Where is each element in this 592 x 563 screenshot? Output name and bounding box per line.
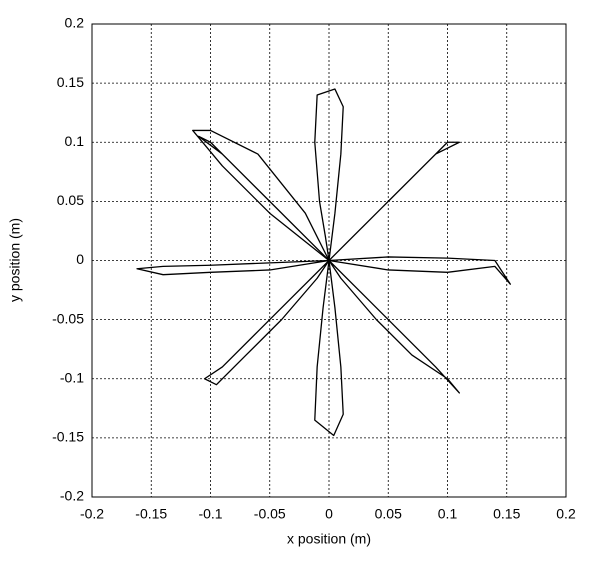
y-tick-label: 0.1 <box>65 133 85 149</box>
y-tick-label: 0.05 <box>57 192 84 208</box>
y-axis-label: y position (m) <box>7 218 23 302</box>
x-tick-label: 0.05 <box>375 506 402 522</box>
y-tick-label: -0.2 <box>60 488 84 504</box>
x-tick-label: 0.1 <box>438 506 458 522</box>
x-tick-label: 0.2 <box>556 506 576 522</box>
y-tick-label: 0 <box>76 251 84 267</box>
x-tick-label: -0.2 <box>80 506 104 522</box>
trajectory <box>314 260 344 437</box>
trajectory <box>136 259 330 276</box>
y-tick-label: -0.05 <box>52 310 84 326</box>
trajectory <box>328 256 511 285</box>
x-axis-label: x position (m) <box>287 531 371 547</box>
trajectory <box>328 260 460 394</box>
y-tick-label: 0.2 <box>65 15 85 31</box>
trajectory <box>203 260 330 386</box>
x-tick-label: -0.15 <box>135 506 167 522</box>
x-tick-label: 0.15 <box>493 506 520 522</box>
y-tick-label: 0.15 <box>57 74 84 90</box>
x-tick-label: -0.1 <box>198 506 222 522</box>
trajectory <box>314 88 344 261</box>
trajectory <box>198 135 330 261</box>
trajectory <box>328 141 460 261</box>
x-tick-label: 0 <box>325 506 333 522</box>
y-tick-label: -0.1 <box>60 369 84 385</box>
trajectory <box>192 129 330 262</box>
x-tick-label: -0.05 <box>254 506 286 522</box>
y-tick-label: -0.15 <box>52 429 84 445</box>
